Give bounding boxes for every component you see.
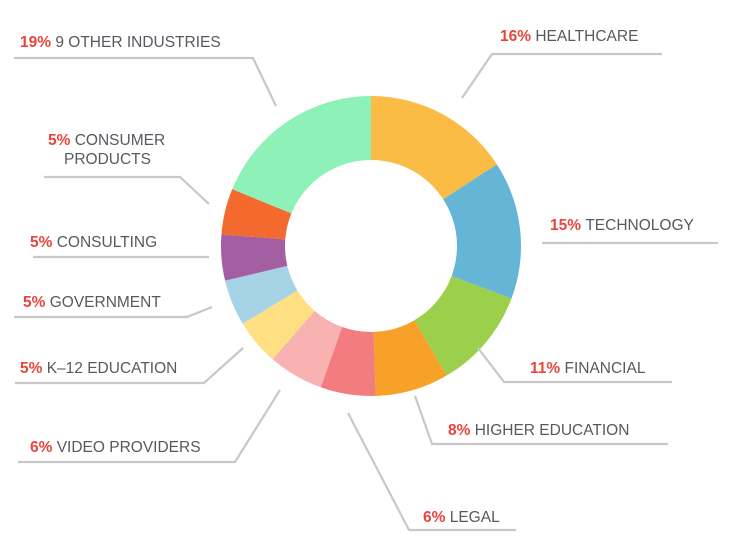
- slice-k-12-education: [242, 290, 315, 360]
- slice-consumer-products: [221, 189, 292, 240]
- slice-label: 19% 9 OTHER INDUSTRIES: [20, 34, 221, 51]
- slice-label: 6% LEGAL: [423, 509, 500, 526]
- leader-lines: [14, 52, 718, 532]
- slice-name: GOVERNMENT: [45, 294, 161, 311]
- slice-label: 5% CONSUMER PRODUCTS: [48, 132, 165, 168]
- slice-label: 8% HIGHER EDUCATION: [448, 422, 629, 439]
- leader-line: [44, 175, 210, 205]
- slice-label: 6% VIDEO PROVIDERS: [30, 439, 201, 456]
- slice-percent: 15%: [550, 217, 581, 234]
- leader-line: [461, 52, 662, 99]
- slice-labels: 16% HEALTHCARE 15% TECHNOLOGY 11% FINANCIA…: [20, 28, 694, 526]
- slice-government: [225, 265, 298, 324]
- slice-label: 5% K–12 EDUCATION: [20, 360, 177, 377]
- slice-name: HEALTHCARE: [531, 28, 638, 45]
- slice-name: K–12 EDUCATION: [42, 360, 177, 377]
- donut-slices: [221, 96, 521, 396]
- slice-label: 15% TECHNOLOGY: [550, 217, 694, 234]
- slice-percent: 8%: [448, 422, 471, 439]
- slice-name: PRODUCTS: [64, 151, 151, 168]
- slice-percent: 19%: [20, 34, 51, 51]
- slice-name: VIDEO PROVIDERS: [52, 439, 200, 456]
- slice-consulting: [221, 234, 288, 281]
- slice-percent: 5%: [20, 360, 43, 377]
- slice-percent: 5%: [30, 234, 53, 251]
- slice-legal: [320, 327, 376, 396]
- slice-video-providers: [272, 310, 343, 388]
- slice-percent: 5%: [48, 132, 71, 149]
- leader-line: [413, 395, 668, 446]
- leader-line: [347, 412, 516, 532]
- slice-name: FINANCIAL: [560, 360, 646, 377]
- slice-percent: 5%: [23, 294, 46, 311]
- slice-9-other-industries: [232, 96, 371, 214]
- slice-label: 5% GOVERNMENT: [23, 294, 161, 311]
- slice-name: HIGHER EDUCATION: [470, 422, 629, 439]
- leader-line: [14, 56, 277, 107]
- slice-higher-education: [373, 320, 447, 396]
- slice-percent: 6%: [30, 439, 53, 456]
- slice-label: 16% HEALTHCARE: [500, 28, 638, 45]
- slice-technology: [443, 164, 521, 299]
- leader-line: [18, 389, 281, 464]
- leader-line: [14, 305, 213, 319]
- slice-percent: 6%: [423, 509, 446, 526]
- leader-line: [15, 347, 244, 385]
- slice-name: LEGAL: [445, 509, 500, 526]
- slice-healthcare: [371, 96, 497, 200]
- slice-name: CONSUMER: [70, 132, 165, 149]
- slice-label: 5% CONSULTING: [30, 234, 157, 251]
- slice-name: TECHNOLOGY: [581, 217, 694, 234]
- leader-line: [477, 347, 672, 384]
- slice-percent: 11%: [530, 360, 560, 377]
- slice-name: 9 OTHER INDUSTRIES: [51, 34, 221, 51]
- slice-percent: 16%: [500, 28, 531, 45]
- slice-name: CONSULTING: [52, 234, 157, 251]
- slice-financial: [414, 276, 512, 376]
- slice-label: 11% FINANCIAL: [530, 360, 646, 377]
